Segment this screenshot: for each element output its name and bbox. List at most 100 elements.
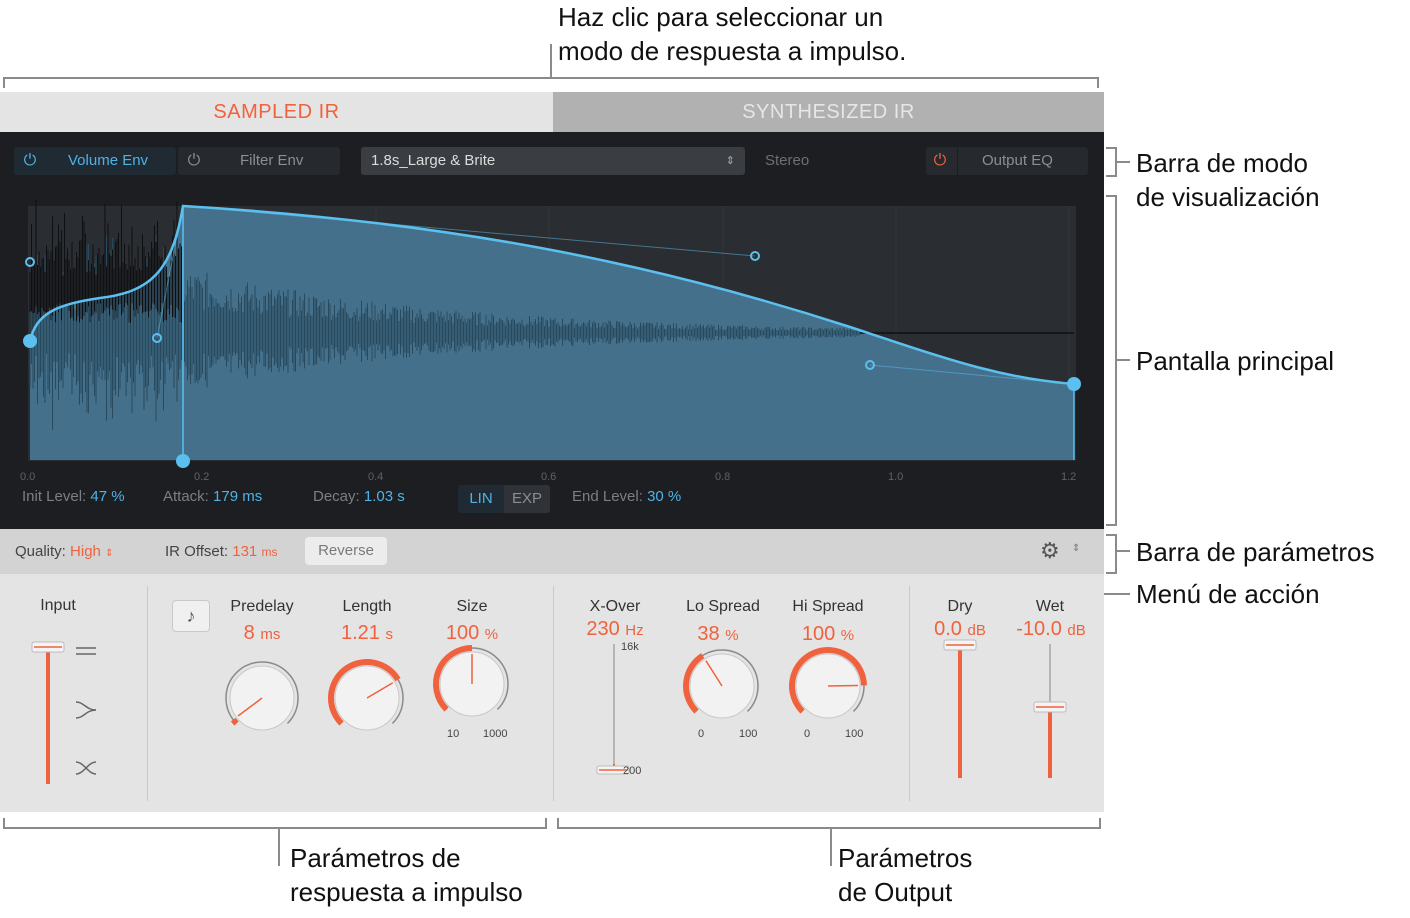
xstereo-icon [75,761,97,775]
wet-fader[interactable] [1030,638,1070,783]
quality-value[interactable]: High [70,543,101,560]
gear-icon[interactable]: ⚙ [1040,538,1060,563]
end-level-param[interactable]: End Level: 30 % [572,488,681,505]
dry-value[interactable]: 0.0 dB [934,618,986,640]
xover-top: 16k [621,641,639,653]
power-icon[interactable]: ⏻ [933,152,947,169]
length-value[interactable]: 1.21 s [341,622,393,644]
size-min: 10 [447,728,460,740]
ir-offset-value[interactable]: 131 [232,543,258,560]
curve-handle[interactable] [25,257,35,267]
xover-label: X-Over [589,598,641,615]
callout-action-menu: Menú de acción [1136,579,1320,609]
axis-tick: 0.4 [368,471,384,483]
action-menu[interactable]: ⚙ ⇕ [1040,538,1088,564]
volume-env-label: Volume Env [68,152,149,169]
attack-value[interactable]: 179 ms [213,488,263,505]
wet-label: Wet [1035,598,1065,615]
lin-button[interactable]: LIN [458,485,504,513]
view-mode-bar: ⏻ Volume Env ⏻ Filter Env 1.8s_Large & B… [0,132,1104,188]
power-icon[interactable]: ⏻ [23,152,37,169]
axis-tick: 1.2 [1061,471,1077,483]
end-level-node[interactable] [1067,377,1081,391]
lospread-knob[interactable] [677,641,767,731]
dry-fader[interactable] [940,638,980,783]
lospread-min: 0 [698,728,705,740]
axis-tick: 1.0 [888,471,904,483]
lospread-label: Lo Spread [686,598,760,615]
music-note-icon: ♪ [186,606,196,626]
size-value[interactable]: 100 % [445,622,499,644]
hispread-label: Hi Spread [792,598,864,615]
axis-tick: 0.0 [20,471,36,483]
envelope-waveform-view[interactable] [0,132,1104,472]
stereo-label[interactable]: Stereo [765,152,810,169]
axis-tick: 0.8 [715,471,731,483]
preset-name: 1.8s_Large & Brite [371,152,496,169]
attack-node[interactable] [176,454,190,468]
tab-sampled-ir[interactable]: SAMPLED IR [0,92,553,132]
mono-sum-icon [75,701,97,719]
volume-env-button[interactable]: ⏻ Volume Env [14,147,176,175]
curve-handle[interactable] [865,360,875,370]
predelay-knob[interactable] [217,653,307,743]
chevron-updown-icon: ⇕ [105,548,114,559]
divider [909,586,910,801]
power-icon[interactable]: ⏻ [187,152,201,169]
init-level-param[interactable]: Init Level: 47 % [22,488,125,505]
parameter-bar: Quality: High ⇕ IR Offset: 131 ms Revers… [0,529,1104,574]
callout-top-line2: modo de respuesta a impulso. [558,36,907,66]
init-level-node[interactable] [23,334,37,348]
size-knob[interactable] [427,639,517,729]
end-level-value[interactable]: 30 % [647,488,682,505]
length-label: Length [342,598,392,615]
curve-handle[interactable] [152,333,162,343]
hispread-value[interactable]: 100 % [801,623,855,645]
preset-selector[interactable]: 1.8s_Large & Brite ⇕ [361,147,745,175]
lospread-max: 100 [739,728,758,740]
wet-value[interactable]: -10.0 dB [1016,618,1086,640]
attack-param[interactable]: Attack: 179 ms [163,488,262,505]
space-designer-plugin: SAMPLED IR SYNTHESIZED IR ⏻ Volume Env ⏻… [0,92,1104,812]
output-eq-button[interactable]: ⏻ Output EQ [926,147,1088,175]
dry-label: Dry [947,598,973,615]
length-knob[interactable] [322,653,412,743]
exp-button[interactable]: EXP [504,485,550,513]
xover-slider[interactable] [595,640,635,780]
ir-offset-unit: ms [261,545,278,559]
envelope-curve[interactable] [28,204,1075,386]
stereo-icon [76,647,96,655]
decay-param[interactable]: Decay: 1.03 s [313,488,405,505]
init-level-label: Init Level: [22,488,87,505]
decay-label: Decay: [313,488,360,505]
input-label: Input [40,597,76,614]
filter-env-label: Filter Env [240,152,304,169]
ir-offset-label: IR Offset: [165,543,229,560]
chevron-updown-icon: ⇕ [725,155,735,167]
reverse-button[interactable]: Reverse [305,537,387,565]
lospread-value[interactable]: 38 % [697,623,739,645]
ir-mode-tabs: SAMPLED IR SYNTHESIZED IR [0,92,1104,132]
filter-env-button[interactable]: ⏻ Filter Env [178,147,340,175]
xover-bottom: 200 [623,765,642,777]
callout-view-bar: Barra de modo de visualización [1136,148,1320,212]
xover-value[interactable]: 230 Hz [586,618,644,640]
lin-exp-toggle[interactable]: LIN EXP [458,485,550,513]
hispread-knob[interactable] [783,641,873,731]
input-fader[interactable] [28,640,68,790]
quality-selector[interactable]: Quality: High ⇕ [15,543,113,560]
decay-value[interactable]: 1.03 s [363,488,405,505]
size-max: 1000 [483,728,508,740]
callout-top-line1: Haz clic para seleccionar un [558,2,884,32]
init-level-value[interactable]: 47 % [90,488,125,505]
input-mode-icons[interactable] [72,644,102,784]
curve-handle[interactable] [750,251,760,261]
hispread-max: 100 [845,728,864,740]
ir-offset-param[interactable]: IR Offset: 131 ms [165,543,277,560]
output-eq-label: Output EQ [982,152,1053,169]
hispread-min: 0 [804,728,811,740]
note-sync-button[interactable]: ♪ [172,600,210,632]
tab-synthesized-ir[interactable]: SYNTHESIZED IR [553,92,1104,132]
predelay-label: Predelay [230,598,294,615]
predelay-value[interactable]: 8 ms [243,622,281,644]
